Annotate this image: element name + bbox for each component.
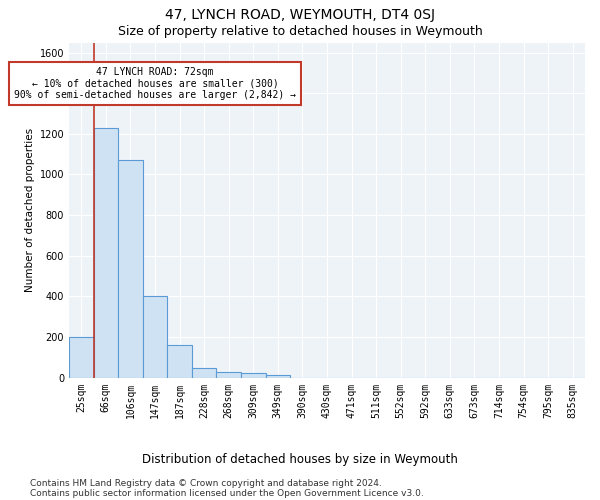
Bar bbox=[69, 337, 94, 378]
Text: 47 LYNCH ROAD: 72sqm
← 10% of detached houses are smaller (300)
90% of semi-deta: 47 LYNCH ROAD: 72sqm ← 10% of detached h… bbox=[14, 67, 296, 100]
Bar bbox=[266, 374, 290, 378]
Text: Size of property relative to detached houses in Weymouth: Size of property relative to detached ho… bbox=[118, 25, 482, 38]
Bar bbox=[192, 368, 217, 378]
Bar bbox=[217, 372, 241, 378]
Text: 47, LYNCH ROAD, WEYMOUTH, DT4 0SJ: 47, LYNCH ROAD, WEYMOUTH, DT4 0SJ bbox=[165, 8, 435, 22]
Bar bbox=[241, 373, 266, 378]
Bar bbox=[167, 345, 192, 378]
Bar bbox=[118, 160, 143, 378]
Bar bbox=[94, 128, 118, 378]
Y-axis label: Number of detached properties: Number of detached properties bbox=[25, 128, 35, 292]
Text: Contains public sector information licensed under the Open Government Licence v3: Contains public sector information licen… bbox=[30, 489, 424, 498]
Text: Distribution of detached houses by size in Weymouth: Distribution of detached houses by size … bbox=[142, 452, 458, 466]
Bar bbox=[143, 296, 167, 378]
Text: Contains HM Land Registry data © Crown copyright and database right 2024.: Contains HM Land Registry data © Crown c… bbox=[30, 479, 382, 488]
